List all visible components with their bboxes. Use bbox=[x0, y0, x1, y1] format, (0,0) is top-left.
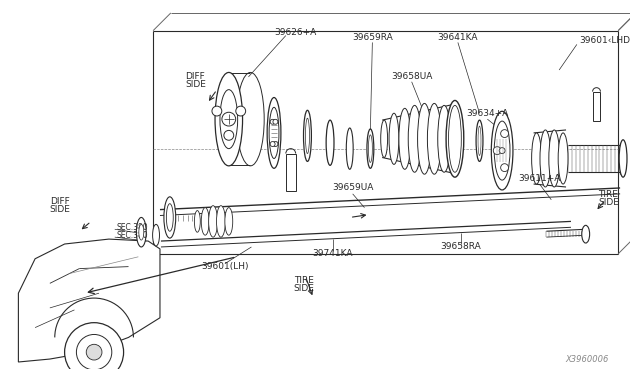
Ellipse shape bbox=[478, 126, 481, 155]
Text: DIFF: DIFF bbox=[186, 73, 205, 81]
Circle shape bbox=[493, 147, 501, 154]
Ellipse shape bbox=[269, 108, 279, 158]
Ellipse shape bbox=[438, 105, 451, 172]
Ellipse shape bbox=[303, 110, 312, 161]
Circle shape bbox=[500, 130, 509, 138]
Text: 39601‹LHD: 39601‹LHD bbox=[579, 36, 630, 45]
Circle shape bbox=[270, 142, 275, 147]
Ellipse shape bbox=[166, 204, 173, 231]
Ellipse shape bbox=[346, 128, 353, 169]
Ellipse shape bbox=[326, 120, 334, 165]
Text: 39626+A: 39626+A bbox=[275, 28, 317, 37]
Text: X3960006: X3960006 bbox=[565, 355, 608, 363]
Ellipse shape bbox=[417, 103, 431, 174]
Bar bbox=[593, 92, 600, 121]
Ellipse shape bbox=[408, 105, 421, 172]
Circle shape bbox=[76, 334, 112, 370]
Text: TIRE: TIRE bbox=[598, 190, 618, 199]
Text: SIDE: SIDE bbox=[185, 80, 206, 89]
Ellipse shape bbox=[428, 103, 441, 174]
Text: 39611+A: 39611+A bbox=[518, 174, 561, 183]
Text: 39601(LH): 39601(LH) bbox=[201, 262, 248, 271]
Ellipse shape bbox=[216, 206, 225, 237]
Polygon shape bbox=[19, 239, 160, 362]
Ellipse shape bbox=[201, 208, 209, 235]
Ellipse shape bbox=[389, 113, 399, 164]
Text: 39641KA: 39641KA bbox=[438, 33, 478, 42]
Text: SEC.380: SEC.380 bbox=[116, 223, 148, 232]
Ellipse shape bbox=[195, 211, 200, 232]
Text: 39658UA: 39658UA bbox=[391, 73, 433, 81]
Bar bbox=[286, 154, 296, 191]
Ellipse shape bbox=[209, 206, 218, 237]
Ellipse shape bbox=[139, 224, 144, 240]
Text: TIRE: TIRE bbox=[294, 276, 314, 285]
Text: 39634+A: 39634+A bbox=[467, 109, 509, 118]
Text: SEC.380: SEC.380 bbox=[116, 231, 148, 240]
Circle shape bbox=[222, 112, 236, 126]
Ellipse shape bbox=[558, 133, 568, 184]
Ellipse shape bbox=[237, 73, 264, 166]
Ellipse shape bbox=[152, 224, 159, 246]
Text: 39659UA: 39659UA bbox=[332, 183, 373, 192]
Ellipse shape bbox=[367, 129, 374, 168]
Ellipse shape bbox=[267, 97, 281, 168]
Ellipse shape bbox=[447, 109, 458, 168]
Ellipse shape bbox=[225, 208, 233, 235]
Circle shape bbox=[273, 119, 278, 124]
Ellipse shape bbox=[494, 121, 510, 180]
Circle shape bbox=[212, 106, 222, 116]
Circle shape bbox=[224, 131, 234, 140]
Circle shape bbox=[86, 344, 102, 360]
Ellipse shape bbox=[369, 135, 372, 163]
Text: DIFF: DIFF bbox=[50, 197, 70, 206]
Circle shape bbox=[270, 119, 275, 124]
Circle shape bbox=[500, 164, 509, 171]
Ellipse shape bbox=[582, 225, 589, 243]
Ellipse shape bbox=[136, 218, 146, 247]
Ellipse shape bbox=[449, 105, 461, 172]
Text: SIDE: SIDE bbox=[598, 198, 619, 207]
Circle shape bbox=[236, 106, 246, 116]
Ellipse shape bbox=[220, 90, 237, 149]
Circle shape bbox=[499, 148, 505, 154]
Ellipse shape bbox=[215, 73, 243, 166]
Circle shape bbox=[65, 323, 124, 372]
Ellipse shape bbox=[399, 108, 411, 169]
Ellipse shape bbox=[164, 197, 176, 238]
Ellipse shape bbox=[446, 100, 464, 177]
Text: SIDE: SIDE bbox=[293, 284, 314, 293]
Ellipse shape bbox=[492, 111, 513, 190]
Text: 39659RA: 39659RA bbox=[352, 33, 393, 42]
Circle shape bbox=[273, 142, 278, 147]
Ellipse shape bbox=[381, 120, 388, 157]
Ellipse shape bbox=[476, 120, 483, 161]
Text: SIDE: SIDE bbox=[49, 205, 70, 214]
Ellipse shape bbox=[532, 133, 541, 184]
Text: 39741KA: 39741KA bbox=[313, 249, 353, 258]
Ellipse shape bbox=[619, 140, 627, 177]
Ellipse shape bbox=[549, 130, 559, 187]
Ellipse shape bbox=[305, 118, 309, 154]
Text: 39658RA: 39658RA bbox=[440, 243, 481, 251]
Ellipse shape bbox=[540, 130, 551, 187]
